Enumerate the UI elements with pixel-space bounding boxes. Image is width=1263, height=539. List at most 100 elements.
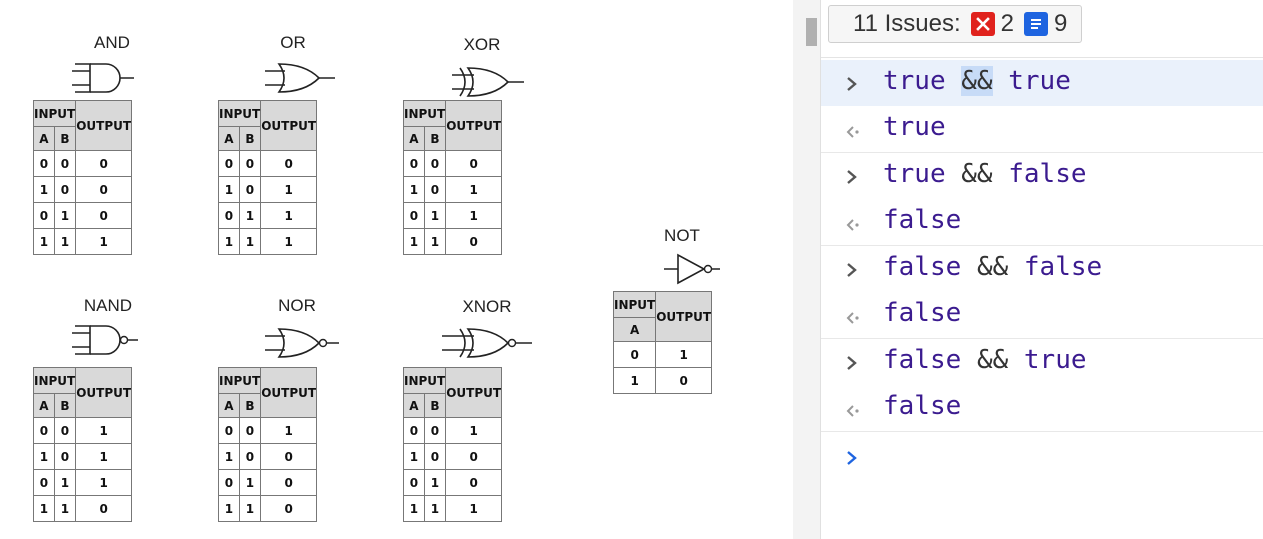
table-cell: 1 xyxy=(260,228,318,255)
gate-title: OR xyxy=(280,33,306,52)
code-token xyxy=(961,345,977,375)
chevron-right-icon xyxy=(845,70,859,100)
console-input-row[interactable]: false && false xyxy=(821,246,1263,292)
result-arrow-icon xyxy=(845,304,861,334)
output-header: OUTPUT xyxy=(260,367,318,418)
input-b-header: B xyxy=(423,393,447,418)
input-header: INPUT xyxy=(612,291,657,318)
table-cell: 1 xyxy=(218,443,240,470)
table-cell: 0 xyxy=(75,150,133,177)
code-token: true xyxy=(1023,345,1087,375)
table-cell: 1 xyxy=(75,417,133,444)
input-b-header: B xyxy=(53,393,77,418)
input-header: INPUT xyxy=(32,367,77,394)
code-token xyxy=(1008,252,1024,282)
gate-title: NOR xyxy=(278,296,316,315)
table-cell: 1 xyxy=(33,228,55,255)
code-token: && xyxy=(961,159,993,189)
table-cell: 0 xyxy=(218,202,240,229)
console-result-text: false xyxy=(883,298,962,328)
gate-title: AND xyxy=(94,33,130,52)
nand-gate-symbol-icon xyxy=(72,320,164,365)
gate-title: XNOR xyxy=(462,297,512,316)
console-input-row[interactable]: true && false xyxy=(821,153,1263,199)
console-input-row[interactable]: false && true xyxy=(821,339,1263,385)
table-cell: 1 xyxy=(53,228,77,255)
xnor-gate-symbol-icon xyxy=(442,323,534,368)
input-a-header: A xyxy=(403,393,425,418)
table-cell: 0 xyxy=(423,176,447,203)
console-input-text: false && false xyxy=(883,252,1102,282)
code-token: && xyxy=(976,252,1009,282)
scrollbar-thumb[interactable] xyxy=(806,18,817,46)
input-a-header: A xyxy=(612,317,657,342)
input-b-header: B xyxy=(238,393,262,418)
truth-table: INPUT OUTPUT A 0 1 1 0 xyxy=(612,291,713,394)
table-cell: 1 xyxy=(75,228,133,255)
output-header: OUTPUT xyxy=(445,367,503,418)
table-cell: 0 xyxy=(75,202,133,229)
gate-title: NAND xyxy=(83,296,133,315)
row-divider xyxy=(821,431,1263,432)
table-cell: 1 xyxy=(238,495,262,522)
table-cell: 0 xyxy=(238,417,262,444)
input-b-header: B xyxy=(238,126,262,151)
console-result-row: false xyxy=(821,201,1263,245)
output-header: OUTPUT xyxy=(445,100,503,151)
input-a-header: A xyxy=(33,393,55,418)
table-cell: 0 xyxy=(218,469,240,496)
table-cell: 1 xyxy=(423,495,447,522)
prompt-chevron-icon xyxy=(845,444,859,474)
result-arrow-icon xyxy=(845,118,861,148)
input-b-header: B xyxy=(423,126,447,151)
xor-gate-symbol-icon xyxy=(452,62,544,107)
table-cell: 0 xyxy=(612,341,657,368)
input-a-header: A xyxy=(33,126,55,151)
row-divider xyxy=(821,245,1263,246)
table-cell: 0 xyxy=(218,150,240,177)
code-token: && xyxy=(976,345,1009,375)
table-cell: 1 xyxy=(445,417,503,444)
code-token: true xyxy=(883,66,946,96)
issues-button[interactable]: 11 Issues: 2 9 xyxy=(828,5,1083,43)
console-prompt[interactable] xyxy=(821,436,1263,476)
error-count: 2 xyxy=(1000,10,1014,37)
table-cell: 1 xyxy=(260,202,318,229)
input-b-header: B xyxy=(53,126,77,151)
logic-gates-figure: AND INPUT OUTPUT A B 0 0 0 1 0 0 0 1 0 1 1 1 OR INPUT OUTPU… xyxy=(32,33,720,522)
table-cell: 0 xyxy=(33,469,55,496)
code-token: false xyxy=(1023,252,1103,282)
or-gate-symbol-icon xyxy=(265,58,357,103)
truth-table: INPUT OUTPUT A B 0 0 1 1 0 0 0 1 0 1 1 1 xyxy=(402,367,503,522)
console-input-row[interactable]: true && true xyxy=(821,60,1263,106)
table-cell: 1 xyxy=(238,228,262,255)
table-cell: 0 xyxy=(445,150,503,177)
table-cell: 1 xyxy=(403,228,425,255)
code-token xyxy=(946,66,962,96)
table-cell: 1 xyxy=(445,202,503,229)
output-header: OUTPUT xyxy=(75,367,133,418)
chevron-right-icon xyxy=(845,349,859,379)
console-result-row: false xyxy=(821,387,1263,431)
truth-table: INPUT OUTPUT A B 0 0 0 1 0 1 0 1 1 1 1 0 xyxy=(402,100,503,255)
table-cell: 0 xyxy=(655,367,713,394)
row-divider xyxy=(821,152,1263,153)
code-token xyxy=(993,159,1009,189)
console-input-text: true && false xyxy=(883,159,1087,189)
table-cell: 1 xyxy=(53,202,77,229)
truth-table: INPUT OUTPUT A B 0 0 0 1 0 1 0 1 1 1 1 1 xyxy=(217,100,318,255)
error-badge: 2 xyxy=(970,10,1014,38)
table-cell: 1 xyxy=(403,495,425,522)
result-arrow-icon xyxy=(845,397,861,427)
